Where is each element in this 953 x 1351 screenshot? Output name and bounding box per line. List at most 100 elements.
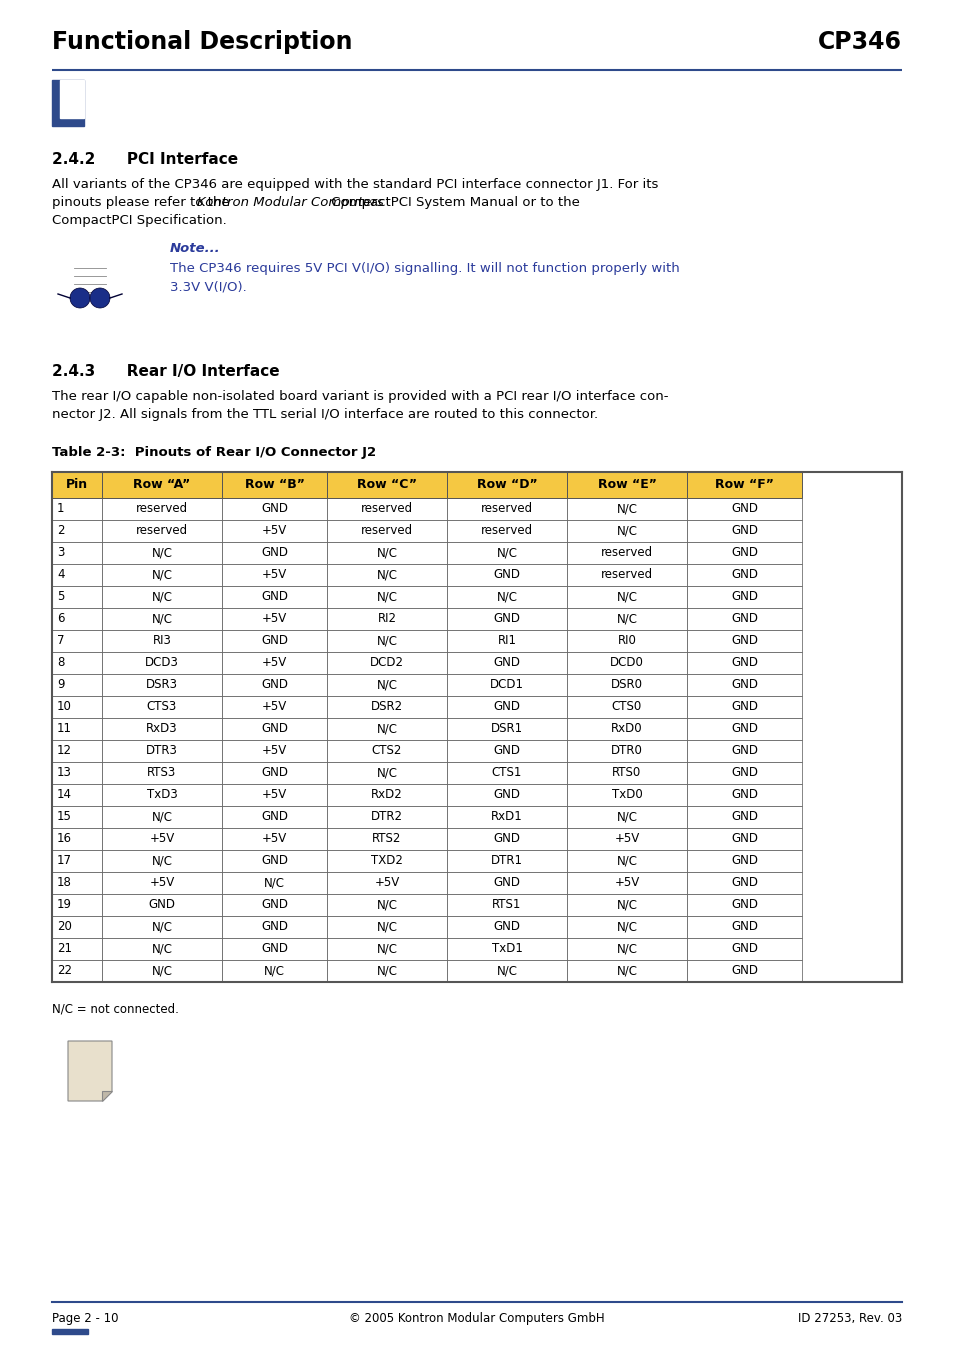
Bar <box>52 696 102 717</box>
Bar <box>327 471 447 499</box>
Bar <box>222 762 327 784</box>
Bar <box>327 520 447 542</box>
Text: +5V: +5V <box>150 832 174 846</box>
Text: +5V: +5V <box>262 524 287 538</box>
Text: Functional Description: Functional Description <box>52 30 352 54</box>
Text: N/C: N/C <box>264 965 285 978</box>
Text: +5V: +5V <box>262 789 287 801</box>
Text: GND: GND <box>493 657 520 670</box>
Text: 11: 11 <box>57 723 71 735</box>
Text: 18: 18 <box>57 877 71 889</box>
Text: GND: GND <box>493 569 520 581</box>
Bar <box>447 717 566 740</box>
Text: Row “C”: Row “C” <box>356 478 416 492</box>
Bar <box>447 586 566 608</box>
Bar <box>447 542 566 563</box>
Polygon shape <box>68 1042 112 1101</box>
Text: GND: GND <box>730 723 758 735</box>
Bar <box>686 630 801 653</box>
Text: N/C: N/C <box>152 854 172 867</box>
Text: N/C = not connected.: N/C = not connected. <box>52 1002 179 1015</box>
Bar <box>686 740 801 762</box>
Text: Row “B”: Row “B” <box>244 478 304 492</box>
Text: GND: GND <box>730 701 758 713</box>
Bar <box>566 762 686 784</box>
Bar <box>52 784 102 807</box>
Text: 2.4.2      PCI Interface: 2.4.2 PCI Interface <box>52 153 238 168</box>
Bar <box>327 871 447 894</box>
Bar <box>566 520 686 542</box>
Bar <box>52 894 102 916</box>
Bar <box>686 542 801 563</box>
Bar <box>52 850 102 871</box>
Text: 6: 6 <box>57 612 65 626</box>
Bar <box>52 563 102 586</box>
Text: DCD2: DCD2 <box>370 657 403 670</box>
Text: GND: GND <box>730 965 758 978</box>
Text: GND: GND <box>493 701 520 713</box>
Text: The rear I/O capable non-isolated board variant is provided with a PCI rear I/O : The rear I/O capable non-isolated board … <box>52 390 668 403</box>
Bar <box>222 938 327 961</box>
Bar <box>566 563 686 586</box>
Text: GND: GND <box>261 547 288 559</box>
Bar <box>447 961 566 982</box>
Bar <box>447 762 566 784</box>
Text: N/C: N/C <box>152 612 172 626</box>
Bar <box>566 674 686 696</box>
Bar <box>327 586 447 608</box>
Bar <box>447 894 566 916</box>
Text: DSR1: DSR1 <box>491 723 522 735</box>
Text: reserved: reserved <box>135 503 188 516</box>
Text: N/C: N/C <box>376 920 397 934</box>
Bar <box>447 471 566 499</box>
Text: +5V: +5V <box>150 877 174 889</box>
Bar <box>566 586 686 608</box>
Bar <box>447 608 566 630</box>
Text: TxD3: TxD3 <box>147 789 177 801</box>
Bar <box>52 80 84 126</box>
Text: nector J2. All signals from the TTL serial I/O interface are routed to this conn: nector J2. All signals from the TTL seri… <box>52 408 598 422</box>
Bar <box>52 499 102 520</box>
Text: N/C: N/C <box>616 854 637 867</box>
Bar <box>447 520 566 542</box>
Text: reserved: reserved <box>135 524 188 538</box>
Bar <box>222 563 327 586</box>
Text: GND: GND <box>730 503 758 516</box>
Text: GND: GND <box>493 789 520 801</box>
Bar <box>327 674 447 696</box>
Text: N/C: N/C <box>496 547 517 559</box>
Text: 2: 2 <box>57 524 65 538</box>
Bar <box>566 608 686 630</box>
Text: CTS2: CTS2 <box>372 744 402 758</box>
Bar <box>52 608 102 630</box>
Text: +5V: +5V <box>614 832 639 846</box>
Bar <box>327 542 447 563</box>
Text: N/C: N/C <box>616 811 637 824</box>
Text: CompactPCI Specification.: CompactPCI Specification. <box>52 213 227 227</box>
Bar <box>686 471 801 499</box>
Text: GND: GND <box>730 678 758 692</box>
Bar <box>327 499 447 520</box>
Bar <box>102 520 222 542</box>
Text: 16: 16 <box>57 832 71 846</box>
Bar <box>447 696 566 717</box>
Text: RI3: RI3 <box>152 635 172 647</box>
Bar <box>686 828 801 850</box>
Bar <box>102 563 222 586</box>
Bar <box>327 938 447 961</box>
Bar <box>102 871 222 894</box>
Text: 4: 4 <box>57 569 65 581</box>
Text: N/C: N/C <box>616 590 637 604</box>
Text: reserved: reserved <box>360 524 413 538</box>
Text: RTS3: RTS3 <box>147 766 176 780</box>
Bar <box>222 740 327 762</box>
Bar <box>686 807 801 828</box>
Text: RxD0: RxD0 <box>611 723 642 735</box>
Bar <box>52 586 102 608</box>
Text: GND: GND <box>261 854 288 867</box>
Text: GND: GND <box>730 635 758 647</box>
Bar <box>222 520 327 542</box>
Text: +5V: +5V <box>262 657 287 670</box>
Bar <box>222 871 327 894</box>
Text: N/C: N/C <box>376 635 397 647</box>
